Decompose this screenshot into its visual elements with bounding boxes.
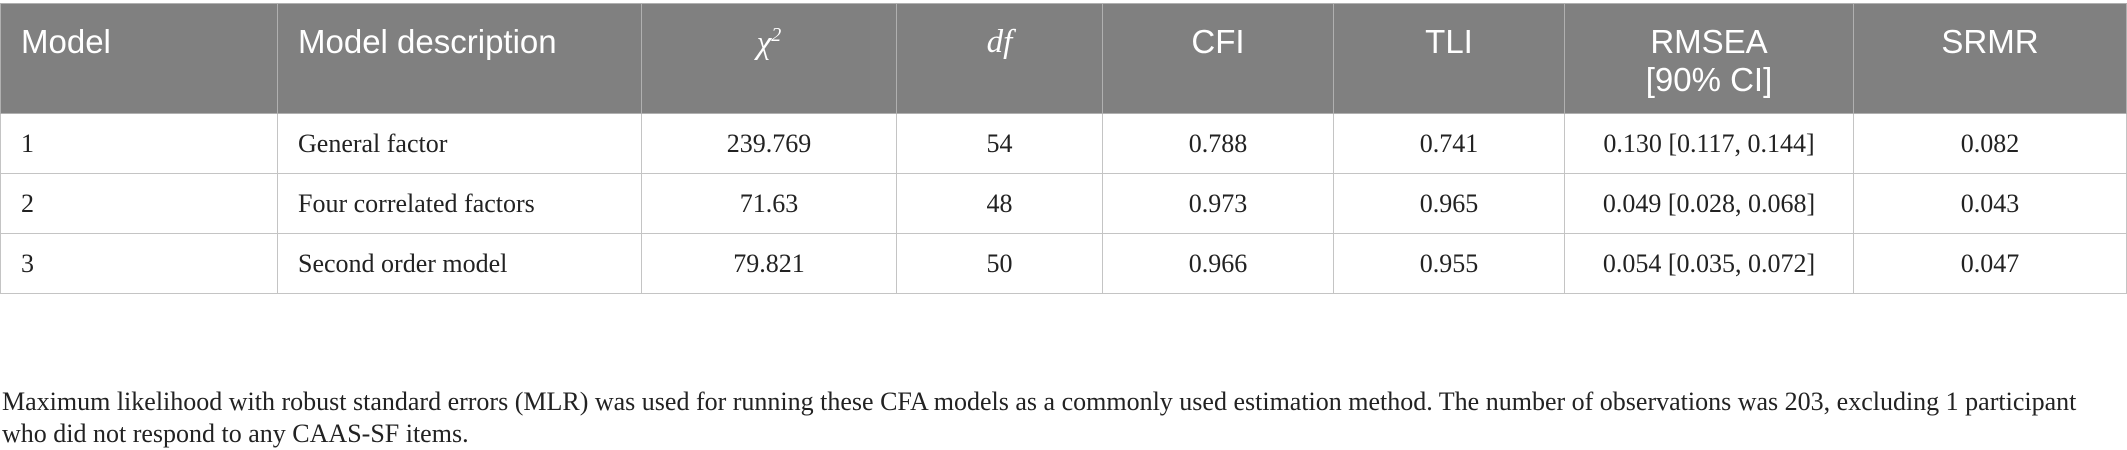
cell-description: General factor	[277, 113, 642, 174]
header-cfi: CFI	[1102, 3, 1334, 114]
cell-cfi: 0.788	[1102, 113, 1334, 174]
model-fit-table: Model Model description χ2 df CFI TLI RM…	[0, 3, 2127, 294]
cell-chi-square: 239.769	[641, 113, 897, 174]
header-rmsea-line2: [90% CI]	[1645, 61, 1773, 98]
header-rmsea: RMSEA [90% CI]	[1564, 3, 1854, 114]
table-row: 1 General factor 239.769 54 0.788 0.741 …	[0, 113, 2127, 174]
cell-srmr: 0.082	[1853, 113, 2127, 174]
table-row: 2 Four correlated factors 71.63 48 0.973…	[0, 173, 2127, 234]
header-model-description: Model description	[277, 3, 642, 114]
cell-srmr: 0.047	[1853, 233, 2127, 294]
cell-cfi: 0.966	[1102, 233, 1334, 294]
cell-description: Four correlated factors	[277, 173, 642, 234]
cell-tli: 0.741	[1333, 113, 1565, 174]
table-footnote: Maximum likelihood with robust standard …	[2, 387, 2077, 448]
cell-tli: 0.965	[1333, 173, 1565, 234]
cell-description: Second order model	[277, 233, 642, 294]
cell-rmsea: 0.054 [0.035, 0.072]	[1564, 233, 1854, 294]
cell-rmsea: 0.130 [0.117, 0.144]	[1564, 113, 1854, 174]
header-chi-square: χ2	[641, 3, 897, 114]
cell-chi-square: 79.821	[641, 233, 897, 294]
header-rmsea-line1: RMSEA	[1650, 23, 1768, 60]
cell-df: 50	[896, 233, 1103, 294]
cell-rmsea: 0.049 [0.028, 0.068]	[1564, 173, 1854, 234]
cell-tli: 0.955	[1333, 233, 1565, 294]
header-tli: TLI	[1333, 3, 1565, 114]
chi-square-symbol: χ2	[757, 25, 782, 61]
table-row: 3 Second order model 79.821 50 0.966 0.9…	[0, 233, 2127, 294]
header-model: Model	[0, 3, 278, 114]
cell-df: 54	[896, 113, 1103, 174]
header-df: df	[896, 3, 1103, 114]
cell-chi-square: 71.63	[641, 173, 897, 234]
header-row: Model Model description χ2 df CFI TLI RM…	[0, 3, 2127, 114]
header-srmr: SRMR	[1853, 3, 2127, 114]
chi-exponent: 2	[771, 24, 782, 46]
cell-df: 48	[896, 173, 1103, 234]
chi-symbol: χ	[756, 25, 772, 61]
cell-model: 2	[0, 173, 278, 234]
cell-cfi: 0.973	[1102, 173, 1334, 234]
cell-srmr: 0.043	[1853, 173, 2127, 234]
cell-model: 1	[0, 113, 278, 174]
cell-model: 3	[0, 233, 278, 294]
